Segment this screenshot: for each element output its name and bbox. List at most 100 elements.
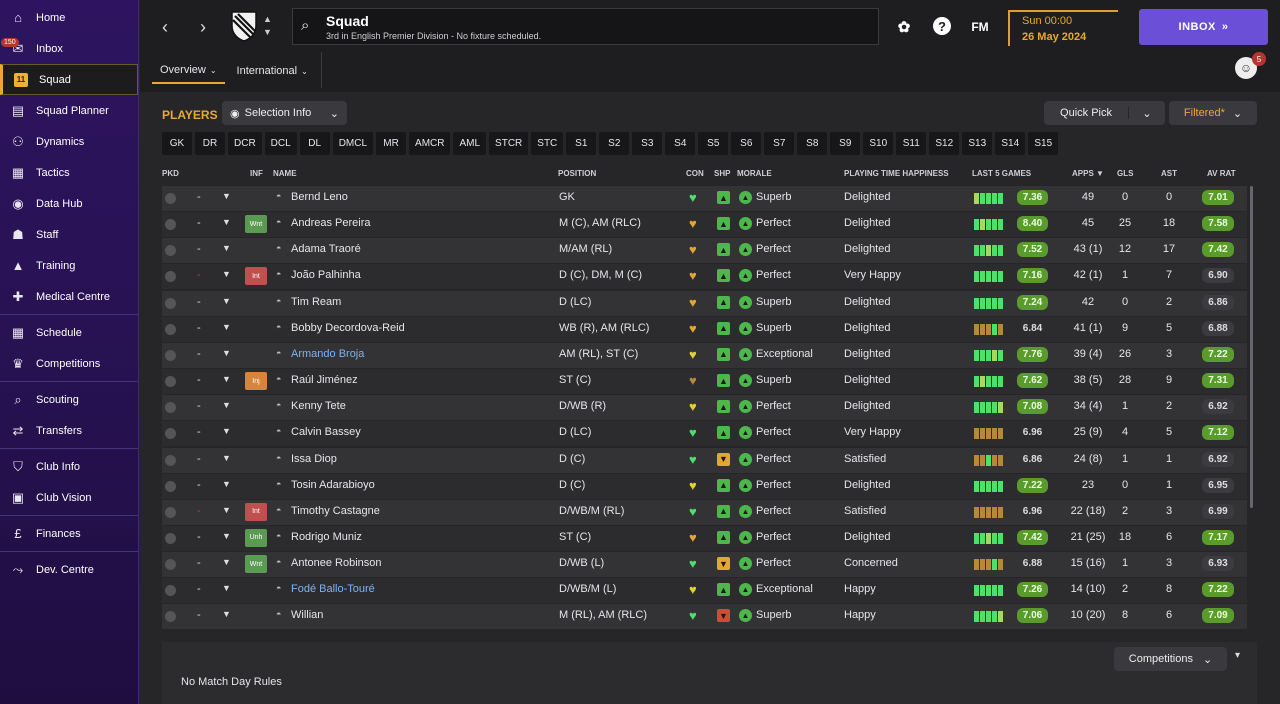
player-name[interactable]: João Palhinha <box>291 269 361 282</box>
sidebar-item-schedule[interactable]: ▦ Schedule <box>0 317 138 348</box>
sidebar-item-scouting[interactable]: ⌕ Scouting <box>0 384 138 415</box>
filter-button[interactable]: Filtered* ⌄ <box>1169 101 1257 125</box>
pick-toggle[interactable] <box>165 402 176 414</box>
sidebar-item-squad-planner[interactable]: ▤ Squad Planner <box>0 95 138 126</box>
col-inf[interactable]: INF <box>250 169 263 178</box>
position-filter-dmcl[interactable]: DMCL <box>332 132 374 155</box>
help-icon[interactable]: ? <box>933 17 951 35</box>
pick-toggle[interactable] <box>165 454 176 466</box>
table-row[interactable]: - ▼ ◓ Willian M (RL), AM (RLC) ♥ ▼ ▲ Superb Happy… <box>162 604 1247 630</box>
chevron-down-icon[interactable]: ▼ <box>222 530 231 541</box>
pick-toggle[interactable] <box>165 506 176 518</box>
col-con[interactable]: CON <box>686 169 704 178</box>
sidebar-item-home[interactable]: ⌂ Home <box>0 2 138 33</box>
position-filter-s4[interactable]: S4 <box>665 132 696 155</box>
col-morale[interactable]: MORALE <box>737 169 772 178</box>
table-row[interactable]: - ▼ ◓ Tosin Adarabioyo D (C) ♥ ▲ ▲ Perfect Deligh… <box>162 473 1247 499</box>
player-name[interactable]: Kenny Tete <box>291 400 346 413</box>
position-filter-s13[interactable]: S13 <box>962 132 993 155</box>
table-row[interactable]: - ▼ Int ◓ Timothy Castagne D/WB/M (RL) ♥ ▲ ▲ Perf… <box>162 499 1247 525</box>
position-filter-dcl[interactable]: DCL <box>264 132 297 155</box>
chevron-down-icon[interactable]: ▼ <box>222 243 231 254</box>
pick-toggle[interactable] <box>165 245 176 257</box>
sidebar-item-competitions[interactable]: ♛ Competitions <box>0 348 138 379</box>
pick-toggle[interactable] <box>165 428 176 440</box>
sidebar-item-club-vision[interactable]: ▣ Club Vision <box>0 482 138 513</box>
table-row[interactable]: - ▼ ◓ Tim Ream D (LC) ♥ ▲ ▲ Superb Delighted 7.24 4… <box>162 290 1247 316</box>
position-filter-amcr[interactable]: AMCR <box>409 132 451 155</box>
sidebar-item-dev-centre[interactable]: ⤳ Dev. Centre <box>0 554 138 585</box>
position-filter-dl[interactable]: DL <box>299 132 330 155</box>
table-row[interactable]: - ▼ ◓ Fodé Ballo-Touré D/WB/M (L) ♥ ▲ ▲ Exceptio… <box>162 578 1247 604</box>
table-row[interactable]: - ▼ ◓ Calvin Bassey D (LC) ♥ ▲ ▲ Perfect Very Hap… <box>162 421 1247 447</box>
position-filter-s14[interactable]: S14 <box>995 132 1026 155</box>
chevron-down-icon[interactable]: ▼ <box>222 426 231 437</box>
sidebar-item-inbox[interactable]: 150 ✉ Inbox <box>0 33 138 64</box>
manager-avatar-icon[interactable]: ☺ <box>1235 57 1257 79</box>
player-name[interactable]: Fodé Ballo-Touré <box>291 583 375 596</box>
pick-toggle[interactable] <box>165 585 176 597</box>
position-filter-s2[interactable]: S2 <box>599 132 630 155</box>
sidebar-item-staff[interactable]: ☗ Staff <box>0 219 138 250</box>
club-switch-arrows-icon[interactable]: ▲ ▼ <box>263 14 272 37</box>
player-name[interactable]: Bernd Leno <box>291 191 348 203</box>
table-row[interactable]: - ▼ ◓ Bernd Leno GK ♥ ▲ ▲ Superb Delighted 7.36 49 0… <box>162 186 1247 211</box>
club-crest-icon[interactable] <box>229 10 259 42</box>
player-name[interactable]: Timothy Castagne <box>291 504 380 517</box>
table-row[interactable]: - ▼ ◓ Adama Traoré M/AM (RL) ♥ ▲ ▲ Perfect Deligh… <box>162 238 1247 264</box>
chevron-down-icon[interactable]: ▼ <box>222 609 231 620</box>
sidebar-item-finances[interactable]: £ Finances <box>0 518 138 549</box>
player-name[interactable]: Andreas Pereira <box>291 217 371 230</box>
forward-arrow-icon[interactable]: › <box>200 16 206 37</box>
position-filter-s15[interactable]: S15 <box>1028 132 1059 155</box>
pick-toggle[interactable] <box>165 611 176 623</box>
table-scrollbar[interactable] <box>1250 186 1253 508</box>
position-filter-s8[interactable]: S8 <box>797 132 828 155</box>
chevron-down-icon[interactable]: ▼ <box>222 269 231 280</box>
tab-overview[interactable]: Overview ⌄ <box>152 58 225 84</box>
sidebar-item-squad[interactable]: 11 Squad <box>0 64 138 95</box>
player-name[interactable]: Adama Traoré <box>291 243 361 256</box>
pick-toggle[interactable] <box>165 480 176 492</box>
player-name[interactable]: Bobby Decordova-Reid <box>291 321 405 334</box>
table-row[interactable]: - ▼ Wnt ◓ Antonee Robinson D/WB (L) ♥ ▼ ▲ Perfect… <box>162 552 1247 578</box>
selection-info-button[interactable]: ◉ Selection Info ⌄ <box>222 101 347 125</box>
back-arrow-icon[interactable]: ‹ <box>162 16 168 37</box>
pick-toggle[interactable] <box>165 323 176 335</box>
chevron-down-icon[interactable]: ⌄ <box>1142 107 1152 120</box>
pick-toggle[interactable] <box>165 297 176 309</box>
table-row[interactable]: - ▼ ◓ Bobby Decordova-Reid WB (R), AM (RLC) ♥… <box>162 316 1247 342</box>
position-filter-gk[interactable]: GK <box>162 132 192 155</box>
position-filter-s6[interactable]: S6 <box>731 132 762 155</box>
table-row[interactable]: - ▼ Int ◓ João Palhinha D (C), DM, M (C) ♥ ▲ ▲ Pe… <box>162 264 1247 290</box>
table-row[interactable]: - ▼ ◓ Issa Diop D (C) ♥ ▼ ▲ Perfect Satisfied 6.86… <box>162 447 1247 473</box>
position-filter-s9[interactable]: S9 <box>830 132 861 155</box>
col-last5[interactable]: LAST 5 GAMES <box>972 169 1032 178</box>
inbox-continue-button[interactable]: INBOX » <box>1139 9 1268 45</box>
position-filter-dr[interactable]: DR <box>195 132 225 155</box>
player-name[interactable]: Antonee Robinson <box>291 557 382 570</box>
world-icon[interactable]: ✿ <box>897 19 911 36</box>
position-filter-aml[interactable]: AML <box>453 132 487 155</box>
position-filter-s7[interactable]: S7 <box>764 132 795 155</box>
player-name[interactable]: Calvin Bassey <box>291 426 361 439</box>
table-row[interactable]: - ▼ Inj ◓ Raúl Jiménez ST (C) ♥ ▲ ▲ Superb Delight… <box>162 369 1247 395</box>
player-name[interactable]: Willian <box>291 609 324 622</box>
sidebar-item-transfers[interactable]: ⇄ Transfers <box>0 415 138 446</box>
chevron-down-icon[interactable]: ▼ <box>222 504 231 515</box>
sidebar-item-training[interactable]: ▲ Training <box>0 250 138 281</box>
table-row[interactable]: - ▼ ◓ Kenny Tete D/WB (R) ♥ ▲ ▲ Perfect Delighted… <box>162 395 1247 421</box>
position-filter-s5[interactable]: S5 <box>698 132 729 155</box>
position-filter-mr[interactable]: MR <box>376 132 407 155</box>
chevron-down-icon[interactable]: ▼ <box>222 374 231 385</box>
sidebar-item-club-info[interactable]: ⛉ Club Info <box>0 451 138 482</box>
position-filter-s1[interactable]: S1 <box>566 132 597 155</box>
chevron-down-icon[interactable]: ▼ <box>222 557 231 568</box>
table-row[interactable]: - ▼ Unh ◓ Rodrigo Muniz ST (C) ♥ ▲ ▲ Perfect Delig… <box>162 525 1247 551</box>
pick-toggle[interactable] <box>165 376 176 388</box>
table-row[interactable]: - ▼ ◓ Armando Broja AM (RL), ST (C) ♥ ▲ ▲ Except… <box>162 342 1247 368</box>
position-filter-s12[interactable]: S12 <box>929 132 960 155</box>
chevron-down-icon[interactable]: ▼ <box>222 478 231 489</box>
chevron-down-icon[interactable]: ▼ <box>222 452 231 463</box>
chevron-down-icon[interactable]: ▼ <box>222 400 231 411</box>
